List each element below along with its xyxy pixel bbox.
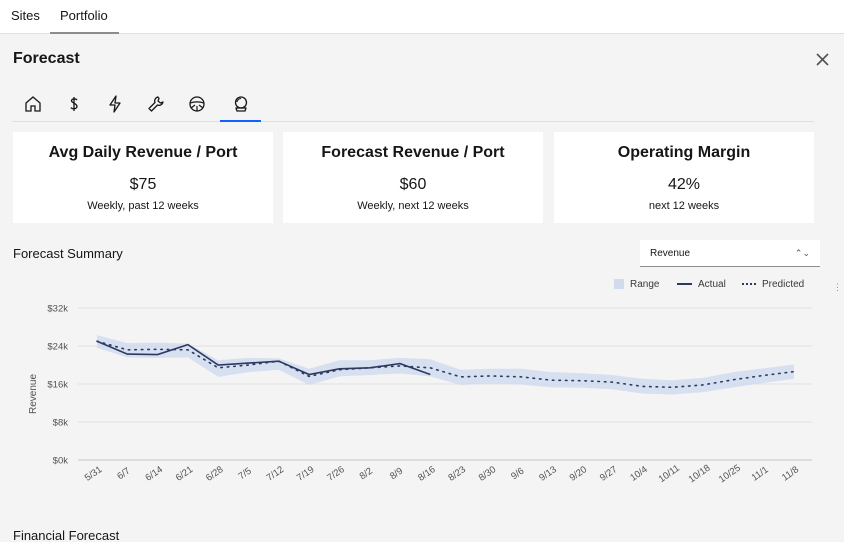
x-tick-label: 10/25: [717, 463, 743, 486]
x-tick-label: 6/7: [115, 466, 132, 483]
forecast-panel: Forecast Avg Daily Revenue / Port $75 We…: [0, 34, 844, 542]
lightning-icon: [108, 95, 121, 113]
tab-maintenance[interactable]: [135, 88, 176, 122]
tab-forecast[interactable]: [220, 88, 261, 122]
x-tick-label: 6/28: [204, 464, 225, 484]
x-tick-label: 7/5: [236, 466, 253, 483]
kpi-card-operating-margin: Operating Margin 42% next 12 weeks: [554, 132, 814, 223]
steering-wheel-icon: [188, 96, 205, 112]
forecast-chart: $0k $8k $16k $24k $32k Revenue 5/31 6/7 6/14 6/21…: [28, 304, 812, 486]
range-band: [97, 335, 794, 395]
forecast-summary-title: Forecast Summary: [13, 246, 123, 261]
close-button[interactable]: [812, 49, 834, 71]
kpi-value: $75: [129, 176, 157, 193]
predicted-swatch: [742, 283, 756, 285]
x-tick-label: 10/4: [628, 464, 649, 484]
legend-predicted-label: Predicted: [762, 278, 805, 290]
metric-select-value: Revenue: [650, 248, 691, 259]
x-tick-label: 6/21: [174, 464, 195, 484]
kpi-subtitle: Weekly, next 12 weeks: [357, 200, 469, 212]
legend-predicted: Predicted: [742, 277, 804, 291]
y-tick-label: $16k: [47, 380, 68, 391]
x-tick-label: 8/30: [477, 464, 498, 484]
actual-swatch: [677, 283, 692, 285]
x-tick-label: 10/18: [687, 463, 713, 486]
x-tick-label: 5/31: [83, 464, 104, 484]
kpi-subtitle: Weekly, past 12 weeks: [87, 200, 199, 212]
predicted-line: [96, 340, 795, 389]
x-tick-label: 8/16: [416, 464, 437, 484]
y-tick-label: $0k: [53, 456, 69, 467]
wrench-icon: [147, 96, 164, 112]
x-tick-label: 9/20: [568, 464, 589, 484]
x-tick-label: 8/23: [446, 464, 467, 484]
drag-handle-icon[interactable]: ⋮⋮: [833, 282, 844, 292]
legend-actual: Actual: [677, 277, 726, 291]
chevron-up-down-icon: ⌃⌄: [794, 248, 810, 258]
x-tick-label: 11/1: [750, 464, 771, 483]
legend-range-label: Range: [630, 278, 660, 290]
kpi-value: $60: [399, 176, 427, 193]
tab-portfolio[interactable]: Portfolio: [50, 0, 119, 34]
kpi-title: Operating Margin: [617, 144, 751, 161]
x-tick-label: 9/13: [537, 464, 558, 484]
kpi-card-forecast-revenue: Forecast Revenue / Port $60 Weekly, next…: [283, 132, 543, 223]
kpi-title: Avg Daily Revenue / Port: [48, 144, 238, 161]
kpi-title: Forecast Revenue / Port: [321, 144, 505, 161]
range-swatch: [614, 279, 624, 289]
tab-driving[interactable]: [176, 88, 217, 122]
tab-revenue[interactable]: [53, 88, 94, 122]
x-tick-label: 7/12: [265, 464, 286, 484]
x-tick-label: 11/8: [780, 464, 801, 483]
x-tick-label: 9/27: [598, 464, 619, 484]
kpi-subtitle: next 12 weeks: [648, 200, 720, 212]
top-navigation: Sites Portfolio: [0, 0, 844, 34]
y-axis-label: Revenue: [28, 374, 39, 414]
tab-sites[interactable]: Sites: [11, 8, 40, 23]
tab-home[interactable]: [12, 88, 53, 122]
x-tick-label: 7/19: [295, 464, 316, 484]
y-tick-label: $32k: [47, 304, 68, 315]
financial-forecast-title: Financial Forecast: [13, 528, 120, 542]
actual-line: [96, 340, 431, 376]
y-tick-label: $24k: [47, 342, 68, 353]
metric-select[interactable]: Revenue ⌃⌄: [640, 240, 820, 267]
kpi-card-avg-daily-revenue: Avg Daily Revenue / Port $75 Weekly, pas…: [13, 132, 273, 223]
x-tick-label: 10/11: [657, 463, 682, 485]
legend-range: Range: [614, 277, 659, 291]
x-tick-label: 8/2: [358, 466, 375, 483]
x-tick-label: 8/9: [388, 466, 405, 483]
legend-actual-label: Actual: [698, 278, 726, 290]
y-tick-label: $8k: [53, 418, 69, 429]
forecast-icon-tabs: [12, 88, 814, 122]
crystal-ball-icon: [234, 96, 247, 112]
x-tick-label: 6/14: [143, 464, 164, 484]
home-icon: [24, 96, 41, 112]
close-icon: [816, 53, 829, 66]
tab-energy[interactable]: [94, 88, 135, 122]
panel-title: Forecast: [13, 50, 80, 67]
x-tick-label: 9/6: [509, 466, 526, 483]
dollar-icon: [69, 97, 78, 111]
x-tick-label: 7/26: [325, 464, 346, 484]
kpi-value: 42%: [667, 176, 701, 193]
